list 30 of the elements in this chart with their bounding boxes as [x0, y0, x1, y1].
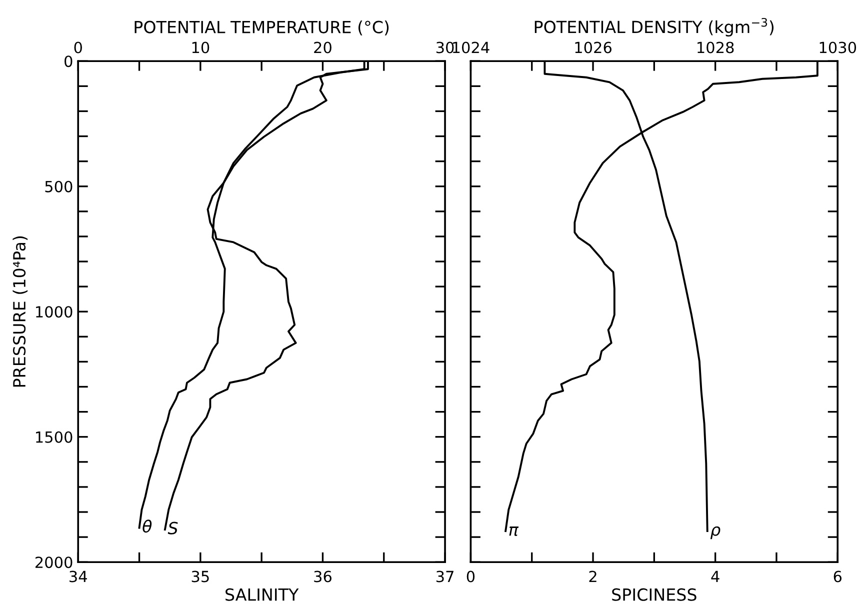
y-tick-label: 0: [64, 56, 72, 68]
x2-tick-label: 0: [74, 42, 82, 54]
x-tick-label: 4: [711, 570, 720, 582]
x-tick-label: 36: [314, 570, 332, 582]
x-tick-label: 2: [589, 570, 596, 582]
y-tick-label: 1500: [36, 431, 72, 443]
x-tick-label: 6: [834, 570, 842, 582]
y-tick-label: 500: [45, 180, 72, 192]
series-label: S: [168, 522, 178, 534]
y-axis-title: PRESSURE (10⁴Pa): [12, 236, 28, 387]
series-label: π: [509, 526, 519, 536]
x2-tick-label: 20: [314, 42, 332, 54]
x2-tick-label: 1026: [575, 42, 612, 54]
x-axis-title: SPICINESS: [612, 588, 696, 601]
x2-axis-title: POTENTIAL DENSITY (kgm$^{−3}$): [534, 18, 774, 36]
series-label: θ: [142, 520, 152, 533]
x2-tick-label: 1024: [452, 42, 490, 54]
x-tick-label: 0: [466, 570, 475, 582]
y-tick-label: 2000: [35, 556, 72, 568]
series-label: ρ: [710, 526, 720, 540]
y-tick-label: 1000: [36, 306, 72, 318]
x-tick-label: 35: [192, 570, 209, 582]
x2-tick-label: 30: [436, 42, 454, 54]
x2-tick-label: 10: [192, 42, 210, 54]
x2-tick-label: 1030: [820, 42, 856, 54]
x-axis-title: SALINITY: [226, 588, 299, 601]
x-tick-label: 37: [436, 570, 454, 582]
x2-tick-label: 1028: [698, 42, 734, 54]
x-tick-label: 34: [70, 570, 87, 582]
x2-axis-title: POTENTIAL TEMPERATURE (°C): [134, 20, 389, 36]
